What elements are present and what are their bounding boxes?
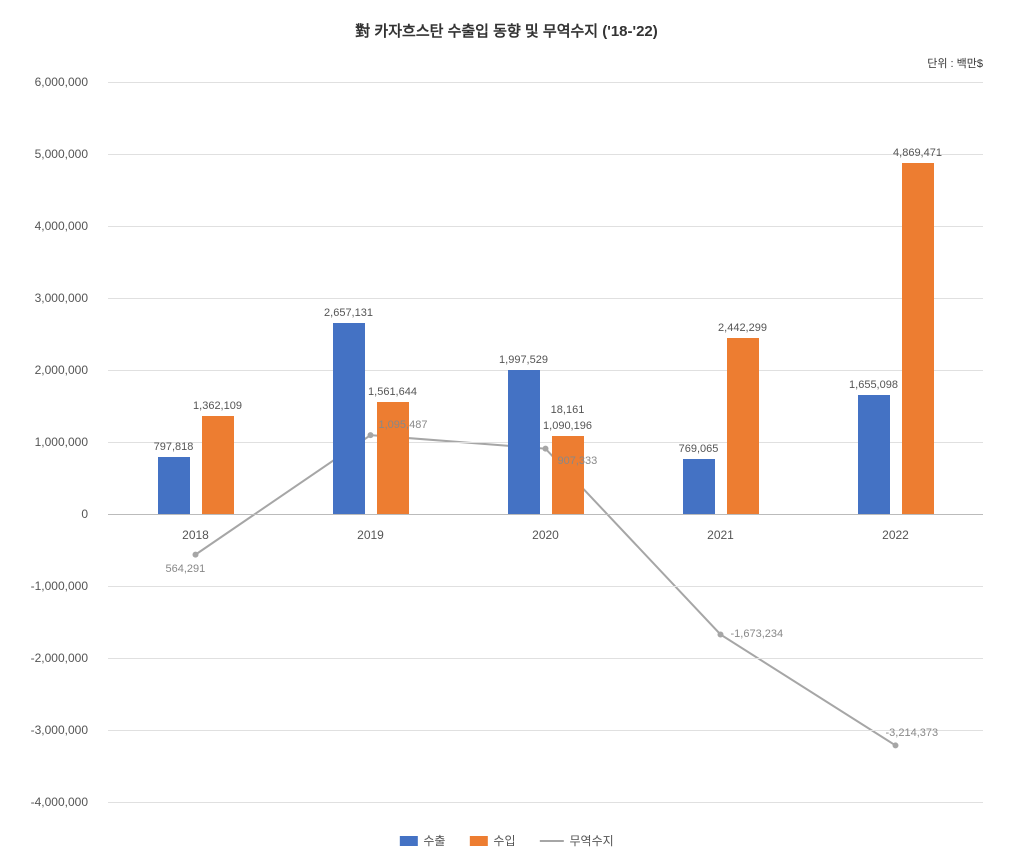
bar-label-exports: 797,818 (154, 441, 194, 453)
bar-exports (158, 457, 190, 514)
y-tick-label: 2,000,000 (0, 363, 88, 377)
bar-label-exports: 1,997,529 (499, 354, 548, 366)
bar-label-extra: 18,161 (551, 404, 585, 416)
bar-exports (333, 323, 365, 514)
bar-exports (683, 459, 715, 514)
gridline (108, 154, 983, 155)
gridline (108, 298, 983, 299)
balance-point (193, 552, 199, 558)
bar-label-imports: 1,561,644 (368, 386, 417, 398)
balance-point (718, 631, 724, 637)
bar-imports (202, 416, 234, 514)
y-tick-label: -1,000,000 (0, 579, 88, 593)
y-tick-label: 6,000,000 (0, 75, 88, 89)
bar-imports (727, 338, 759, 514)
bar-label-imports: 4,869,471 (893, 147, 942, 159)
gridline (108, 82, 983, 83)
chart-container: 對 카자흐스탄 수출입 동향 및 무역수지 ('18-'22) 단위 : 백만$… (0, 0, 1013, 861)
line-label-balance: -1,673,234 (731, 628, 784, 640)
balance-point (368, 432, 374, 438)
y-tick-label: 0 (0, 507, 88, 521)
legend: 수출 수입 무역수지 (399, 832, 613, 849)
gridline (108, 586, 983, 587)
x-tick-label: 2020 (532, 528, 559, 542)
line-label-balance: 1,095,487 (379, 419, 428, 431)
legend-label: 무역수지 (570, 832, 614, 849)
bar-exports (858, 395, 890, 514)
legend-swatch-imports (469, 836, 487, 846)
bar-imports (902, 163, 934, 514)
bar-imports (552, 436, 584, 514)
y-tick-label: -3,000,000 (0, 723, 88, 737)
x-tick-label: 2022 (882, 528, 909, 542)
balance-point (893, 742, 899, 748)
bar-label-exports: 769,065 (679, 443, 719, 455)
gridline (108, 226, 983, 227)
bar-exports (508, 370, 540, 514)
chart-unit: 단위 : 백만$ (927, 55, 983, 71)
line-label-balance: 564,291 (166, 563, 206, 575)
x-tick-label: 2021 (707, 528, 734, 542)
bar-label-exports: 1,655,098 (849, 379, 898, 391)
legend-line-balance (540, 840, 564, 842)
line-label-balance: -3,214,373 (886, 727, 939, 739)
line-label-balance: 907,333 (558, 455, 598, 467)
gridline (108, 730, 983, 731)
y-tick-label: 5,000,000 (0, 147, 88, 161)
y-tick-label: 4,000,000 (0, 219, 88, 233)
bar-label-imports: 1,362,109 (193, 400, 242, 412)
x-tick-label: 2019 (357, 528, 384, 542)
legend-item-imports: 수입 (469, 832, 515, 849)
legend-item-exports: 수출 (399, 832, 445, 849)
legend-label: 수입 (493, 832, 515, 849)
gridline (108, 514, 983, 515)
y-tick-label: 1,000,000 (0, 435, 88, 449)
balance-point (543, 446, 549, 452)
chart-title: 對 카자흐스탄 수출입 동향 및 무역수지 ('18-'22) (30, 20, 983, 41)
y-tick-label: 3,000,000 (0, 291, 88, 305)
bar-label-imports: 1,090,196 (543, 420, 592, 432)
y-tick-label: -2,000,000 (0, 651, 88, 665)
bar-label-exports: 2,657,131 (324, 307, 373, 319)
plot-area: 797,818 1,362,109 2,657,131 1,561,644 1,997,… (108, 82, 983, 802)
y-tick-label: -4,000,000 (0, 795, 88, 809)
gridline (108, 658, 983, 659)
legend-item-balance: 무역수지 (540, 832, 614, 849)
bar-label-imports: 2,442,299 (718, 322, 767, 334)
y-axis: -4,000,000-3,000,000-2,000,000-1,000,000… (0, 82, 100, 802)
gridline (108, 802, 983, 803)
legend-swatch-exports (399, 836, 417, 846)
gridline (108, 370, 983, 371)
balance-line (196, 435, 896, 745)
legend-label: 수출 (423, 832, 445, 849)
x-tick-label: 2018 (182, 528, 209, 542)
gridline (108, 442, 983, 443)
